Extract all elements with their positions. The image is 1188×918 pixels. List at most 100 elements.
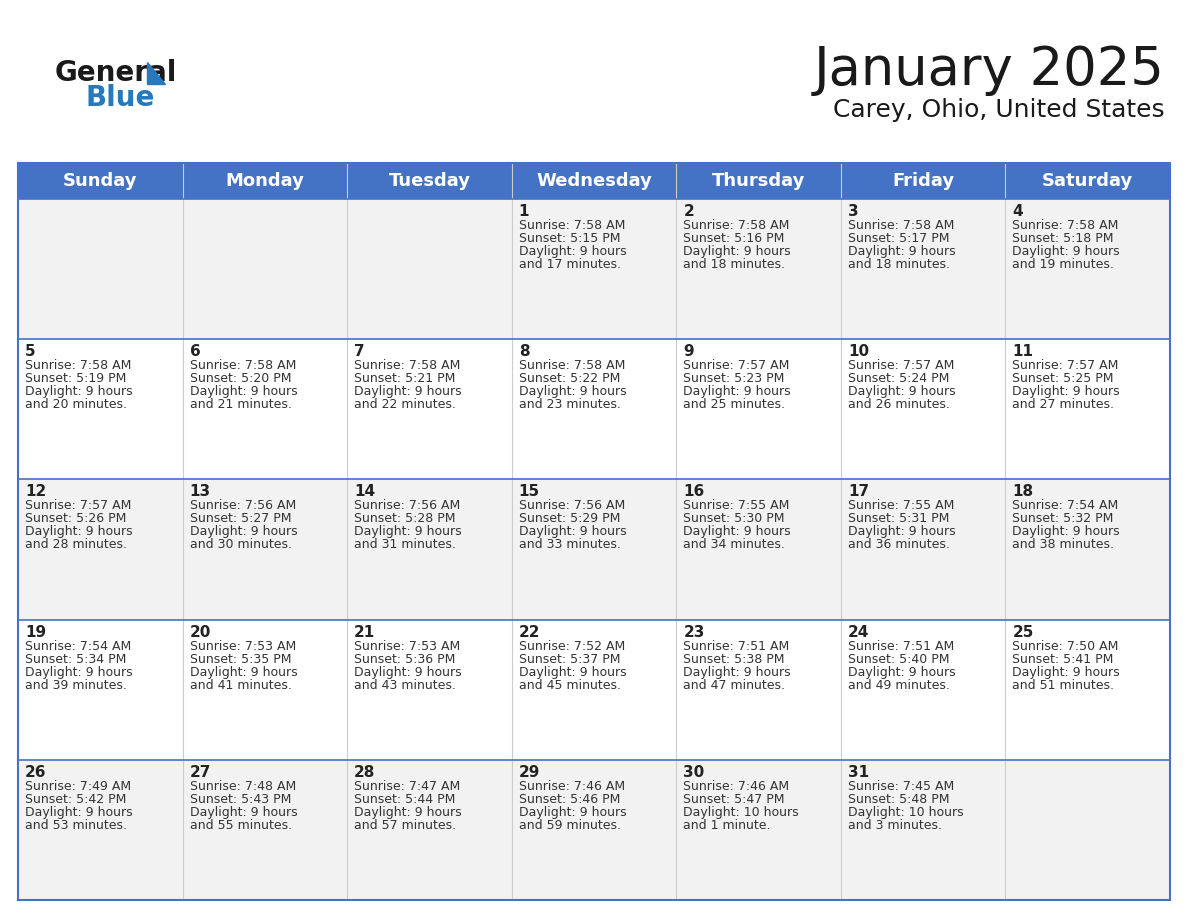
- Text: Sunrise: 7:54 AM: Sunrise: 7:54 AM: [25, 640, 131, 653]
- Text: Daylight: 9 hours: Daylight: 9 hours: [683, 386, 791, 398]
- Text: 25: 25: [1012, 624, 1034, 640]
- Text: 11: 11: [1012, 344, 1034, 359]
- Text: Sunset: 5:17 PM: Sunset: 5:17 PM: [848, 232, 949, 245]
- Text: Sunset: 5:43 PM: Sunset: 5:43 PM: [190, 793, 291, 806]
- Bar: [18, 163, 1170, 199]
- Text: 22: 22: [519, 624, 541, 640]
- Text: Sunrise: 7:58 AM: Sunrise: 7:58 AM: [519, 219, 625, 232]
- Text: 17: 17: [848, 485, 868, 499]
- Text: Sunset: 5:47 PM: Sunset: 5:47 PM: [683, 793, 785, 806]
- Text: 19: 19: [25, 624, 46, 640]
- Text: 4: 4: [1012, 204, 1023, 219]
- Text: and 17 minutes.: and 17 minutes.: [519, 258, 620, 271]
- Text: Daylight: 9 hours: Daylight: 9 hours: [848, 245, 955, 258]
- Text: Sunset: 5:22 PM: Sunset: 5:22 PM: [519, 372, 620, 386]
- Text: Daylight: 9 hours: Daylight: 9 hours: [1012, 245, 1120, 258]
- Text: 5: 5: [25, 344, 36, 359]
- Text: Sunset: 5:20 PM: Sunset: 5:20 PM: [190, 372, 291, 386]
- Text: 23: 23: [683, 624, 704, 640]
- Text: 16: 16: [683, 485, 704, 499]
- Text: Sunday: Sunday: [63, 172, 138, 190]
- Text: Saturday: Saturday: [1042, 172, 1133, 190]
- Text: Sunset: 5:27 PM: Sunset: 5:27 PM: [190, 512, 291, 525]
- Text: Sunset: 5:18 PM: Sunset: 5:18 PM: [1012, 232, 1114, 245]
- Text: Sunset: 5:25 PM: Sunset: 5:25 PM: [1012, 372, 1114, 386]
- Text: General: General: [55, 59, 177, 87]
- Text: and 21 minutes.: and 21 minutes.: [190, 398, 291, 411]
- Text: Sunrise: 7:54 AM: Sunrise: 7:54 AM: [1012, 499, 1119, 512]
- Text: Sunset: 5:44 PM: Sunset: 5:44 PM: [354, 793, 455, 806]
- Text: 7: 7: [354, 344, 365, 359]
- Text: Sunset: 5:38 PM: Sunset: 5:38 PM: [683, 653, 785, 666]
- Text: and 39 minutes.: and 39 minutes.: [25, 678, 127, 691]
- Text: Tuesday: Tuesday: [388, 172, 470, 190]
- Text: 18: 18: [1012, 485, 1034, 499]
- Text: Daylight: 9 hours: Daylight: 9 hours: [354, 386, 462, 398]
- Text: Sunrise: 7:58 AM: Sunrise: 7:58 AM: [190, 359, 296, 372]
- Text: Sunrise: 7:48 AM: Sunrise: 7:48 AM: [190, 779, 296, 793]
- Text: Sunset: 5:46 PM: Sunset: 5:46 PM: [519, 793, 620, 806]
- Bar: [18, 339, 1170, 479]
- Text: Sunrise: 7:58 AM: Sunrise: 7:58 AM: [683, 219, 790, 232]
- Text: Sunrise: 7:51 AM: Sunrise: 7:51 AM: [848, 640, 954, 653]
- Text: and 3 minutes.: and 3 minutes.: [848, 819, 942, 832]
- Text: 3: 3: [848, 204, 859, 219]
- Text: and 53 minutes.: and 53 minutes.: [25, 819, 127, 832]
- Text: and 36 minutes.: and 36 minutes.: [848, 538, 949, 552]
- Text: 20: 20: [190, 624, 211, 640]
- Text: Daylight: 9 hours: Daylight: 9 hours: [683, 245, 791, 258]
- Text: 24: 24: [848, 624, 870, 640]
- Text: Sunset: 5:31 PM: Sunset: 5:31 PM: [848, 512, 949, 525]
- Text: Daylight: 9 hours: Daylight: 9 hours: [519, 806, 626, 819]
- Text: 1: 1: [519, 204, 529, 219]
- Text: Friday: Friday: [892, 172, 954, 190]
- Text: Sunrise: 7:55 AM: Sunrise: 7:55 AM: [683, 499, 790, 512]
- Text: and 26 minutes.: and 26 minutes.: [848, 398, 949, 411]
- Text: Sunrise: 7:52 AM: Sunrise: 7:52 AM: [519, 640, 625, 653]
- Text: Sunset: 5:42 PM: Sunset: 5:42 PM: [25, 793, 126, 806]
- Text: Daylight: 10 hours: Daylight: 10 hours: [683, 806, 798, 819]
- Text: and 18 minutes.: and 18 minutes.: [683, 258, 785, 271]
- Text: Sunset: 5:37 PM: Sunset: 5:37 PM: [519, 653, 620, 666]
- Text: 21: 21: [354, 624, 375, 640]
- Text: 14: 14: [354, 485, 375, 499]
- Text: Sunset: 5:34 PM: Sunset: 5:34 PM: [25, 653, 126, 666]
- Text: Monday: Monday: [226, 172, 304, 190]
- Text: Daylight: 9 hours: Daylight: 9 hours: [25, 386, 133, 398]
- Text: and 27 minutes.: and 27 minutes.: [1012, 398, 1114, 411]
- Text: Sunrise: 7:57 AM: Sunrise: 7:57 AM: [1012, 359, 1119, 372]
- Text: Sunrise: 7:49 AM: Sunrise: 7:49 AM: [25, 779, 131, 793]
- Text: Sunrise: 7:58 AM: Sunrise: 7:58 AM: [519, 359, 625, 372]
- Text: Sunset: 5:19 PM: Sunset: 5:19 PM: [25, 372, 126, 386]
- Text: Sunrise: 7:58 AM: Sunrise: 7:58 AM: [25, 359, 132, 372]
- Text: and 47 minutes.: and 47 minutes.: [683, 678, 785, 691]
- Text: Sunset: 5:23 PM: Sunset: 5:23 PM: [683, 372, 784, 386]
- Text: 15: 15: [519, 485, 539, 499]
- Text: Sunset: 5:40 PM: Sunset: 5:40 PM: [848, 653, 949, 666]
- Text: Daylight: 9 hours: Daylight: 9 hours: [519, 386, 626, 398]
- Text: Daylight: 9 hours: Daylight: 9 hours: [25, 525, 133, 538]
- Text: Sunset: 5:35 PM: Sunset: 5:35 PM: [190, 653, 291, 666]
- Text: 13: 13: [190, 485, 210, 499]
- Text: Daylight: 9 hours: Daylight: 9 hours: [1012, 666, 1120, 678]
- Bar: [18, 199, 1170, 339]
- Text: Sunset: 5:41 PM: Sunset: 5:41 PM: [1012, 653, 1114, 666]
- Text: and 55 minutes.: and 55 minutes.: [190, 819, 292, 832]
- Text: and 43 minutes.: and 43 minutes.: [354, 678, 456, 691]
- Text: Daylight: 10 hours: Daylight: 10 hours: [848, 806, 963, 819]
- Text: Sunset: 5:21 PM: Sunset: 5:21 PM: [354, 372, 455, 386]
- Text: and 31 minutes.: and 31 minutes.: [354, 538, 456, 552]
- Text: Sunset: 5:48 PM: Sunset: 5:48 PM: [848, 793, 949, 806]
- Text: Sunrise: 7:56 AM: Sunrise: 7:56 AM: [354, 499, 461, 512]
- Text: Blue: Blue: [86, 84, 154, 112]
- Text: 9: 9: [683, 344, 694, 359]
- Text: 27: 27: [190, 765, 211, 779]
- Text: Daylight: 9 hours: Daylight: 9 hours: [190, 525, 297, 538]
- Text: Sunset: 5:29 PM: Sunset: 5:29 PM: [519, 512, 620, 525]
- Text: Daylight: 9 hours: Daylight: 9 hours: [683, 666, 791, 678]
- Text: and 25 minutes.: and 25 minutes.: [683, 398, 785, 411]
- Text: Sunrise: 7:58 AM: Sunrise: 7:58 AM: [848, 219, 954, 232]
- Text: and 33 minutes.: and 33 minutes.: [519, 538, 620, 552]
- Text: Daylight: 9 hours: Daylight: 9 hours: [519, 245, 626, 258]
- Text: Sunrise: 7:56 AM: Sunrise: 7:56 AM: [190, 499, 296, 512]
